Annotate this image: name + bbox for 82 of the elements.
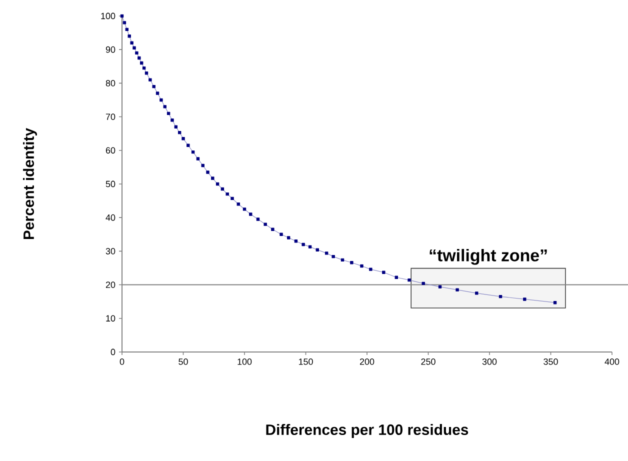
point <box>316 248 319 252</box>
point <box>242 208 246 211</box>
point <box>408 278 411 282</box>
y-tick-label: 30 <box>106 248 116 254</box>
point <box>422 282 425 286</box>
point <box>160 98 163 102</box>
y-tick-label: 10 <box>106 315 116 322</box>
point <box>271 228 274 231</box>
x-tick-label: 250 <box>421 358 436 365</box>
y-tick-label: 100 <box>101 12 116 20</box>
point <box>148 78 152 82</box>
point <box>201 164 204 168</box>
point <box>220 187 224 191</box>
point <box>394 276 398 279</box>
point <box>130 41 134 44</box>
point <box>236 202 240 206</box>
x-tick-label: 200 <box>360 358 374 365</box>
point <box>324 252 328 255</box>
point <box>166 112 170 116</box>
point <box>523 298 526 301</box>
point <box>206 170 210 174</box>
point <box>249 212 252 216</box>
point <box>216 182 220 186</box>
point <box>138 56 141 60</box>
point <box>302 242 305 246</box>
point <box>191 150 195 154</box>
point <box>142 66 146 70</box>
point <box>152 84 156 88</box>
point <box>498 294 502 298</box>
point <box>163 105 166 108</box>
point <box>256 218 260 221</box>
point <box>128 34 131 38</box>
y-tick-label: 50 <box>106 180 116 188</box>
y-tick-label: 90 <box>106 46 116 53</box>
x-tick-label: 400 <box>604 358 620 365</box>
point <box>340 258 344 262</box>
y-tick-label: 60 <box>106 147 116 154</box>
point <box>332 254 335 258</box>
point <box>475 292 478 295</box>
point <box>456 288 459 292</box>
x-tick-label: 300 <box>482 358 497 365</box>
point <box>308 245 312 248</box>
point <box>186 144 190 147</box>
x-tick-label: 150 <box>298 358 313 365</box>
y-tick-label: 70 <box>106 114 116 120</box>
point <box>125 28 129 32</box>
point <box>120 14 124 18</box>
point <box>140 61 144 65</box>
point <box>438 285 442 288</box>
point <box>294 240 298 243</box>
point <box>174 125 178 128</box>
band-label: “twilight zone” <box>430 248 547 265</box>
point <box>170 118 174 122</box>
point <box>360 264 364 268</box>
x-tick-label: 0 <box>120 358 124 365</box>
point <box>369 268 372 271</box>
y-tick-label: 20 <box>106 282 116 288</box>
point <box>226 192 229 196</box>
point <box>230 196 234 200</box>
point <box>553 300 557 304</box>
point <box>135 51 138 55</box>
x-tick-label: 350 <box>544 358 558 365</box>
x-axis-title: Differences per 100 residues <box>266 424 468 438</box>
y-tick-label: 80 <box>106 80 116 86</box>
point <box>280 232 283 236</box>
point <box>182 137 185 140</box>
point <box>287 236 290 240</box>
point <box>264 222 267 226</box>
point <box>382 270 386 274</box>
point <box>350 261 354 264</box>
point <box>178 130 182 134</box>
point <box>144 72 148 75</box>
y-axis-title: Percent identity <box>23 128 37 240</box>
point <box>122 21 126 24</box>
point <box>156 92 160 95</box>
x-tick-label: 100 <box>238 358 252 365</box>
x-tick-label: 50 <box>178 358 188 365</box>
y-tick-label: 40 <box>106 214 116 221</box>
point <box>196 157 200 160</box>
point <box>132 46 136 50</box>
y-tick-label: 0 <box>110 348 116 356</box>
point <box>211 176 214 180</box>
